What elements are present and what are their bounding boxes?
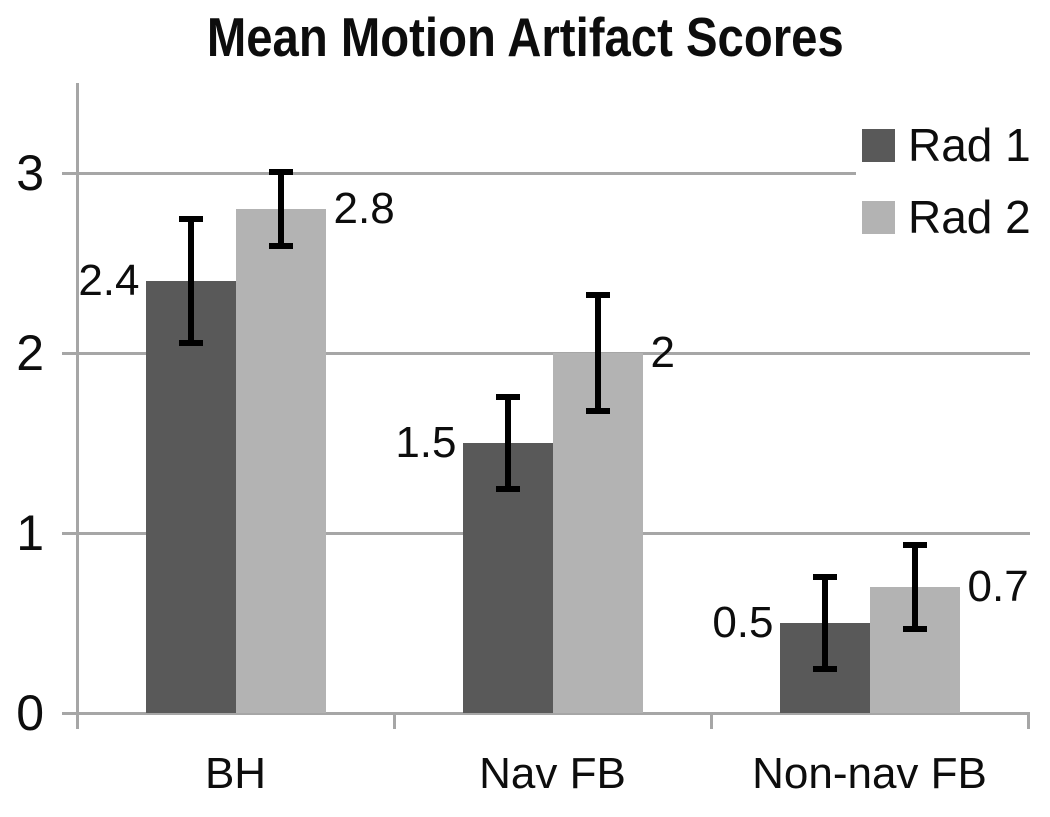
error-bar [277,171,284,247]
gridline [62,171,1030,175]
x-category-label: Non-nav FB [752,749,987,798]
legend-item: Rad 1 [862,122,1038,168]
data-label: 1.5 [395,418,457,467]
legend-swatch [862,200,895,234]
error-bar-cap-bottom [268,242,293,249]
x-category-label: Nav FB [479,749,626,798]
legend-swatch [862,128,895,162]
x-axis-tick [709,713,713,729]
error-bar-cap-bottom [812,665,837,672]
error-bar-cap-bottom [585,408,610,415]
y-tick-label: 3 [16,145,44,201]
data-label: 0.5 [712,598,774,647]
error-bar-cap-top [902,541,927,548]
error-bar [504,396,511,490]
x-category-label: BH [204,749,267,798]
data-label: 2.8 [333,184,395,233]
y-tick-label: 2 [16,325,44,381]
data-label: 2 [650,328,675,377]
data-label: 0.7 [967,562,1029,611]
y-axis-line [76,83,79,729]
bar-rad2-0 [235,209,326,713]
y-tick-label: 1 [16,505,44,561]
chart-title: Mean Motion Artifact Scores [0,4,1050,70]
legend-item: Rad 2 [862,194,1038,240]
data-label: 2.4 [78,256,140,305]
error-bar [187,218,194,344]
error-bar [594,293,601,413]
error-bar-cap-top [495,394,520,401]
bar-rad1-0 [145,281,236,713]
y-tick-label: 0 [16,685,44,741]
error-bar-cap-bottom [178,340,203,346]
gridline [62,351,1030,355]
error-bar-cap-top [268,169,293,176]
legend-label: Rad 1 [908,119,1031,171]
error-bar-cap-bottom [495,485,520,492]
error-bar-cap-top [178,216,203,222]
gridline [62,711,1030,715]
error-bar [911,543,918,631]
legend: Rad 1 Rad 2 [856,114,1038,250]
error-bar-cap-top [585,291,610,298]
chart-title-text: Mean Motion Artifact Scores [206,6,844,68]
error-bar-cap-bottom [902,626,927,633]
x-axis-tick [392,713,396,729]
error-bar [821,576,828,670]
x-axis-tick [1026,713,1030,729]
error-bar-cap-top [812,574,837,581]
legend-label: Rad 2 [908,191,1031,243]
